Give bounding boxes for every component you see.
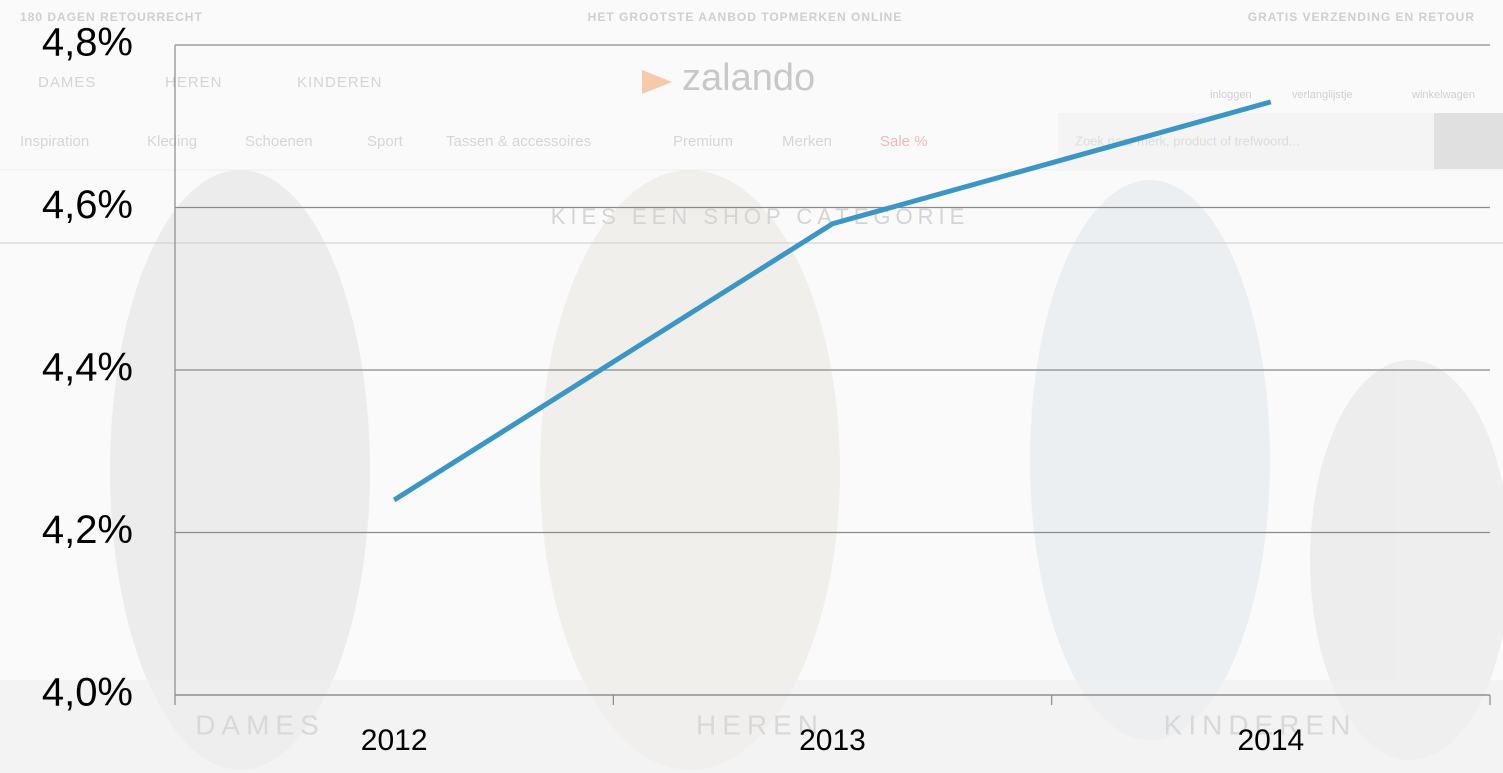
top-bar-text: GRATIS VERZENDING EN RETOUR [1248,10,1475,24]
y-tick-label: 4,8% [42,21,133,65]
menu-item: Kleding [147,133,197,150]
gender-nav: KINDEREN [297,74,383,91]
x-tick-label: 2012 [361,724,428,757]
menu-item: Sport [367,133,404,150]
photo-girl [1030,180,1270,740]
account-link: winkelwagen [1411,89,1475,101]
account-link: verlanglijstje [1292,89,1353,101]
top-bar-text: HET GROOTSTE AANBOD TOPMERKEN ONLINE [588,10,903,24]
shop-label: DAMES [195,709,325,740]
gender-nav: HEREN [165,74,223,91]
y-tick-label: 4,2% [42,508,133,552]
chart: 180 DAGEN RETOURRECHTHET GROOTSTE AANBOD… [0,0,1503,773]
y-tick-label: 4,4% [42,346,133,390]
menu-item: Tassen & accessoires [446,133,591,150]
menu-item: Inspiration [20,133,89,150]
account-link: inloggen [1210,89,1252,101]
y-tick-label: 4,0% [42,671,133,715]
logo: zalando [682,57,815,99]
menu-item: Merken [782,133,832,150]
x-tick-label: 2013 [799,724,866,757]
gender-nav: DAMES [38,74,96,91]
search-button [1434,113,1503,169]
x-tick-label: 2014 [1237,724,1304,757]
y-tick-label: 4,6% [42,183,133,227]
menu-item: Schoenen [245,133,313,150]
menu-item: Sale % [880,133,928,150]
menu-item: Premium [673,133,733,150]
